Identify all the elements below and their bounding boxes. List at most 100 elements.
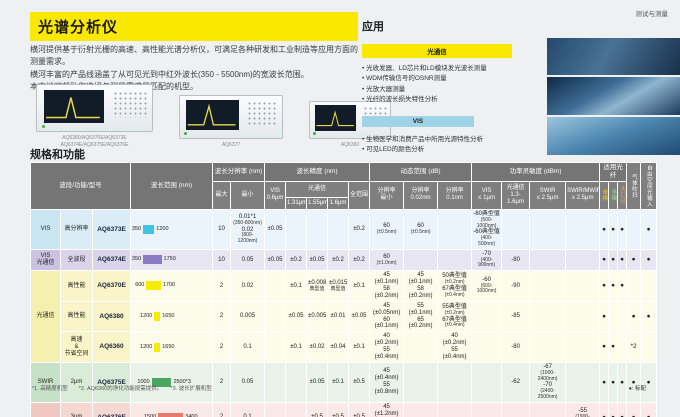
app-list-vis: 生物医学和消费产品中所用光源特性分析可见LED的颜色分析	[362, 135, 542, 156]
accuracy-cell	[285, 361, 308, 403]
sensitivity-cell	[471, 331, 503, 363]
header-acc-131: 1.31μm	[285, 196, 308, 211]
accuracy-cell: ±0.5	[348, 361, 371, 403]
model-AQ6370E: AQ6370E	[91, 270, 132, 302]
dynamic-range-cell: 45 (±0.1nm) 58 (±0.2nm)	[369, 270, 405, 302]
header-band-fn-model: 波段/功能/型号	[29, 162, 132, 210]
fiber-dot-cell: ●	[599, 270, 610, 302]
accuracy-cell	[306, 209, 329, 250]
wavelength-range-cell: 1500 3400	[130, 401, 214, 417]
accuracy-cell: ±0.05	[264, 248, 287, 272]
header-resolution: 波长分辨率 (nm)	[212, 162, 266, 182]
range-max-label: 3400	[185, 413, 198, 417]
res-max-cell: 2	[212, 331, 232, 363]
header-dyn-01: 分辨率 0.1nm	[437, 180, 473, 211]
header-fiber-large-core: 大口径	[617, 180, 628, 211]
freespace-cell: ●	[640, 248, 658, 272]
band-cell: 光通信	[30, 270, 61, 363]
header-res-max: 最大	[212, 180, 232, 211]
product-caption: AQ6377	[221, 141, 241, 148]
range-min-label: 350	[131, 256, 142, 263]
accuracy-cell: ±0.1	[348, 331, 371, 363]
dynamic-range-cell	[403, 331, 439, 363]
fiber-dot-cell: ●	[599, 248, 610, 272]
model-AQ6380: AQ6380	[91, 300, 132, 333]
product-caption: AQ6380/AQ6370E/AQ6373E AQ6374E/AQ6375E/A…	[60, 135, 129, 148]
freespace-cell: ●	[640, 209, 658, 250]
range-max-label: 1200	[156, 225, 169, 232]
sensitivity-cell	[565, 209, 601, 250]
fiber-dot-cell: ●	[608, 331, 619, 363]
header-wavelength-range: 波长范围 (nm)	[130, 162, 214, 210]
header-fiber-sm: 单模	[599, 180, 610, 211]
res-max-cell: 2	[212, 401, 232, 417]
header-sens-com: 光通信 1.3-1.6μm	[501, 180, 531, 211]
function-cell: 全波段	[60, 248, 93, 272]
sensitivity-cell	[471, 361, 503, 403]
sensitivity-cell	[529, 248, 567, 272]
sensitivity-cell	[529, 300, 567, 333]
fiber-dot-cell: ●	[599, 401, 610, 417]
function-cell: 高性能	[60, 300, 93, 333]
fiber-dot-cell: ●	[608, 401, 619, 417]
product-aq6380-family: AQ6380/AQ6370E/AQ6373E AQ6374E/AQ6375E/A…	[36, 84, 153, 148]
sensitivity-cell	[565, 331, 601, 363]
band-cell: MWIR	[30, 401, 61, 417]
accuracy-cell: ±0.2	[348, 209, 371, 250]
accuracy-cell: ±0.05	[348, 300, 371, 333]
power-led	[184, 131, 188, 135]
spec-row-AQ6374E: VIS 光通信 全波段 AQ6374E 350 1750 10 0.05 ±0.05 ±0.2 ±0…	[30, 248, 658, 272]
range-bar-wrap: 350 1200	[132, 224, 211, 234]
header-fiber: 适用光纤	[599, 162, 628, 182]
sensitivity-cell	[471, 401, 503, 417]
range-bar	[146, 281, 161, 291]
range-bar-wrap: 1500 3400	[132, 412, 211, 417]
freespace-cell	[640, 331, 658, 363]
wavelength-range-cell: 600 1700	[130, 270, 214, 302]
accuracy-cell	[264, 300, 287, 333]
purge-cell: ●	[626, 361, 642, 403]
applications-title: 应用	[362, 21, 384, 33]
application-photo-2	[547, 77, 680, 115]
accuracy-cell: ±0.1	[348, 270, 371, 302]
accuracy-cell: ±0.005	[306, 300, 329, 333]
spec-row-AQ6375E: SWIR 2μm AQ6375E 1000 2500*3 2 0.05 ±0.05 ±0.1 ±0…	[30, 361, 658, 403]
header-dyn-002: 分辨率 0.02nm	[403, 180, 439, 211]
dynamic-range-cell	[403, 248, 439, 272]
dynamic-range-cell: 45 (±0.1nm) 58 (±0.2nm)	[403, 270, 439, 302]
accuracy-cell: ±0.05	[285, 300, 308, 333]
sensitivity-cell: -62	[501, 361, 531, 403]
accuracy-cell: ±0.015 典型值	[327, 270, 350, 302]
freespace-cell: ●	[640, 401, 658, 417]
model-AQ6360: AQ6360	[91, 331, 132, 363]
range-min-label: 600	[135, 282, 145, 289]
instrument-screen	[43, 89, 104, 123]
res-min-cell: 0.1	[230, 331, 266, 363]
sensitivity-cell: -55(1900-3200nm)	[565, 401, 601, 417]
res-max-cell: 2	[212, 270, 232, 302]
sensitivity-cell: -70 (400-900nm)	[471, 248, 503, 272]
range-bar	[154, 342, 161, 352]
function-cell: 高性能	[60, 270, 93, 302]
instrument-image	[179, 94, 283, 139]
accuracy-cell: ±0.1	[285, 270, 308, 302]
instrument-keys	[247, 100, 278, 126]
app-bullet: 光纤的波长损失特性分析	[362, 95, 542, 105]
accuracy-cell: ±0.1	[285, 331, 308, 363]
dynamic-range-cell: 60 (±0.5nm)	[403, 209, 439, 250]
badge-vis: VIS	[362, 115, 474, 127]
accuracy-cell: ±0.04	[327, 331, 350, 363]
app-bullet: 生物医学和消费产品中所用光源特性分析	[362, 135, 542, 145]
range-bar-wrap: 350 1750	[131, 255, 211, 265]
header-acc-vis: VIS 0.6μm	[264, 180, 287, 211]
fiber-dot-cell: ●	[617, 270, 628, 302]
res-min-cell: 0.005	[230, 300, 266, 333]
fiber-dot-cell	[617, 300, 628, 333]
fiber-dot-cell: ●	[599, 209, 610, 250]
dynamic-range-cell: 50典型值 (±0.2nm) 67典型值 (±0.4nm)	[437, 270, 473, 302]
header-acc-16: 1.6μm	[327, 196, 350, 211]
accuracy-cell: ±0.02	[306, 331, 329, 363]
dynamic-range-cell: 60 (±0.5nm)	[369, 209, 405, 250]
dynamic-range-cell: 45 (±0.4nm) 55 (±0.8nm)	[369, 361, 405, 403]
intro-line: 横河丰富的产品线涵盖了从可见光到中红外波长(350 - 5500nm)的宽波长范…	[30, 69, 309, 79]
